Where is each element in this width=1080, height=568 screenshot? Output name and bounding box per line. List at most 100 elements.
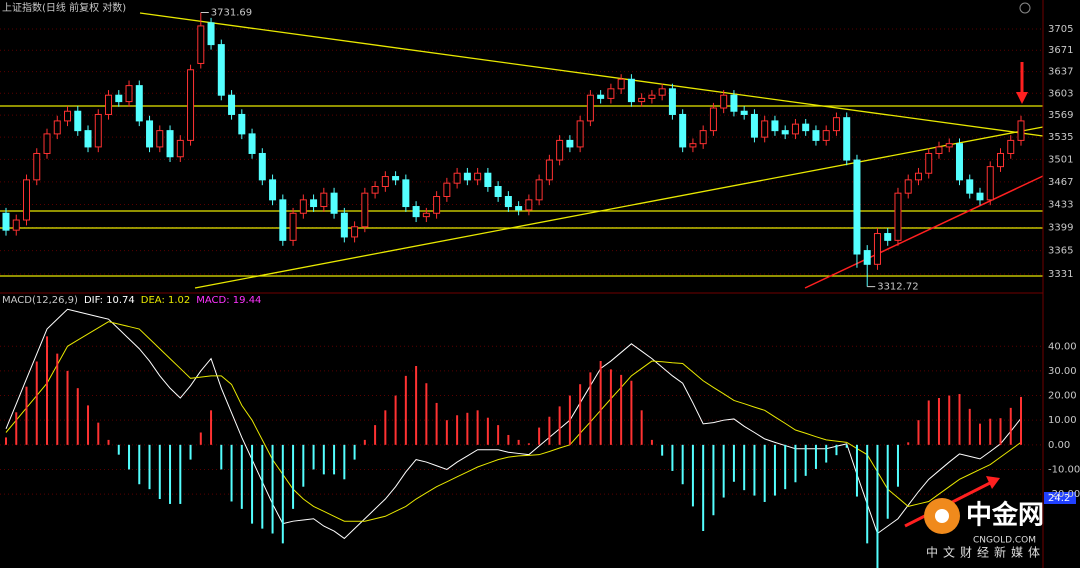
- y-tick-label: 3603: [1048, 88, 1073, 99]
- y-tick-label: 3399: [1048, 222, 1073, 233]
- candle-body: [135, 85, 143, 122]
- candle-body: [320, 192, 328, 208]
- y-tick-label: 3433: [1048, 200, 1073, 211]
- candle-body: [299, 199, 307, 214]
- candle-body: [248, 133, 256, 154]
- candle-body: [463, 172, 471, 181]
- legend-entry: MACD: 19.44: [196, 295, 261, 306]
- candle-body: [935, 146, 943, 154]
- candle-body: [12, 219, 20, 231]
- y-tick-label: 3671: [1048, 45, 1073, 56]
- arrow-head: [1016, 92, 1028, 104]
- candle-body: [925, 152, 933, 174]
- candle-body: [812, 130, 820, 141]
- candle-body: [310, 199, 318, 208]
- candle-body: [412, 206, 420, 218]
- candle-body: [545, 159, 553, 181]
- legend-entry: DIF: 10.74: [84, 295, 135, 306]
- candle-body: [156, 130, 164, 148]
- candle-body: [535, 179, 543, 201]
- candle-body: [556, 139, 564, 161]
- candle-body: [853, 159, 861, 255]
- candle-body: [94, 113, 102, 148]
- candle-body: [627, 78, 635, 103]
- candle-body: [904, 179, 912, 194]
- candle-body: [474, 172, 482, 181]
- candle-body: [23, 179, 31, 221]
- candle-body: [966, 179, 974, 194]
- candle-body: [238, 113, 246, 135]
- candle-body: [258, 152, 266, 181]
- candle-body: [781, 130, 789, 135]
- y-tick-label: 40.00: [1048, 341, 1077, 352]
- candle-body: [484, 172, 492, 187]
- low-annotation: 3312.72: [877, 282, 918, 293]
- candle-body: [197, 25, 205, 64]
- candle-body: [771, 120, 779, 132]
- macd-line: [5, 321, 1022, 522]
- y-tick-label: 3467: [1048, 177, 1073, 188]
- candle-body: [453, 172, 461, 184]
- candle-body: [381, 176, 389, 187]
- slogan: 中文财经新媒体: [926, 545, 1045, 560]
- high-annotation: 3731.69: [211, 7, 252, 18]
- candle-body: [43, 133, 51, 154]
- logo-dot: [935, 509, 949, 523]
- y-tick-label: 3501: [1048, 154, 1073, 165]
- candle-body: [832, 117, 840, 132]
- chart-title: MACD(12,26,9): [2, 295, 78, 306]
- macd-legend: MACD(12,26,9) DIF: 10.74 DEA: 1.02 MACD: 1…: [2, 295, 261, 306]
- candle-body: [74, 110, 82, 132]
- candle-body: [986, 166, 994, 201]
- candle-body: [64, 110, 72, 122]
- candle-body: [33, 152, 41, 181]
- candle-body: [176, 139, 184, 158]
- candle-body: [720, 94, 728, 109]
- chart-title: 上证指数(日线 前复权 对数): [2, 1, 126, 14]
- candle-body: [750, 113, 758, 138]
- y-tick-label: 20.00: [1048, 391, 1077, 402]
- candle-body: [330, 192, 338, 214]
- candle-body: [648, 94, 656, 99]
- candle-body: [217, 44, 225, 96]
- candle-body: [371, 185, 379, 194]
- y-tick-label: 3365: [1048, 246, 1073, 257]
- candle-body: [433, 196, 441, 214]
- candle-body: [146, 120, 154, 148]
- trend-line: [194, 126, 1044, 289]
- candle-body: [740, 110, 748, 115]
- candle-body: [576, 120, 584, 148]
- candle-body: [843, 117, 851, 161]
- candle-body: [1017, 120, 1025, 141]
- brand: 中金网: [966, 500, 1044, 531]
- candle-body: [761, 120, 769, 138]
- candle-body: [894, 192, 902, 241]
- candle-body: [689, 143, 697, 148]
- candle-body: [699, 130, 707, 145]
- candle-body: [914, 172, 922, 181]
- marker-label: 24.2: [1048, 493, 1070, 504]
- candle-body: [84, 130, 92, 148]
- candle-body: [1007, 139, 1015, 154]
- y-tick-label: 3637: [1048, 67, 1073, 78]
- site: CNGOLD.COM: [973, 536, 1036, 546]
- candle-body: [361, 192, 369, 228]
- candle-body: [207, 22, 215, 46]
- candle-body: [105, 94, 113, 115]
- candle-body: [586, 94, 594, 122]
- candle-body: [402, 179, 410, 208]
- candle-body: [269, 179, 277, 201]
- candle-body: [791, 123, 799, 135]
- y-tick-label: 0.00: [1048, 440, 1070, 451]
- watermark: 中金网 CNGOLD.COM 中文财经新媒体: [924, 498, 1045, 560]
- candle-body: [422, 212, 430, 218]
- candle-body: [607, 88, 615, 99]
- candle-body: [392, 176, 400, 181]
- candle-body: [617, 78, 625, 90]
- candle-body: [668, 88, 676, 115]
- candle-body: [945, 143, 953, 148]
- candle-body: [658, 88, 666, 96]
- settings-icon[interactable]: [1019, 2, 1031, 14]
- candle-body: [709, 107, 717, 132]
